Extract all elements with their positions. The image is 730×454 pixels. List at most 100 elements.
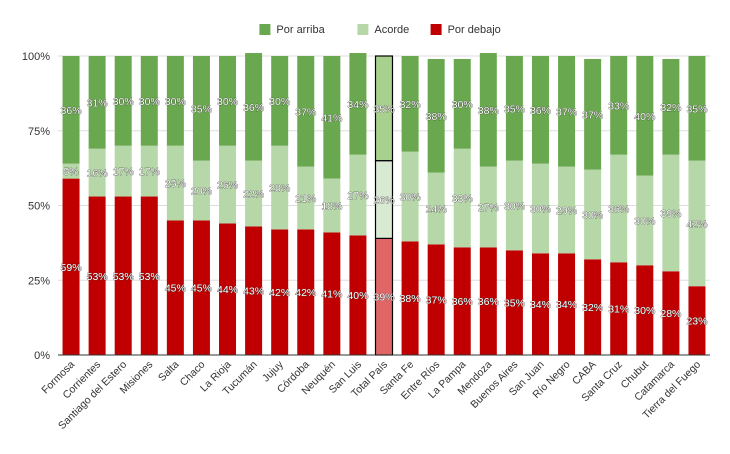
bar-segment-por-debajo (323, 232, 341, 355)
legend-swatch-por-debajo (430, 24, 442, 35)
bar-segment-acorde (531, 163, 549, 254)
data-label: 34% (556, 299, 577, 311)
bar-segment-acorde (610, 154, 628, 263)
bar-segment-acorde (323, 178, 341, 233)
data-label: 39% (373, 292, 394, 304)
data-label: 35% (504, 298, 525, 310)
data-label: 30% (452, 99, 473, 111)
bars (62, 53, 706, 356)
data-label: 42% (686, 218, 707, 230)
data-label: 30% (165, 96, 186, 108)
data-label: 20% (191, 186, 212, 198)
bar-segment-por-arriba (88, 56, 106, 149)
bar-segment-por-debajo (349, 235, 367, 355)
bar-segment-por-arriba (610, 56, 628, 155)
data-label: 36% (243, 102, 264, 114)
bar-segment-acorde (453, 148, 471, 248)
data-label: 38% (426, 111, 447, 123)
bar-segment-por-debajo (114, 196, 132, 355)
data-label: 33% (452, 193, 473, 205)
bar-segment-acorde (349, 154, 367, 236)
bar-segment-por-arriba (688, 56, 706, 161)
bar-segment-por-debajo (479, 247, 497, 355)
data-label: 36% (608, 203, 629, 215)
legend-swatch-por-arriba (259, 24, 271, 35)
data-label: 31% (608, 304, 629, 316)
bar-segment-por-arriba (584, 58, 602, 170)
data-label: 17% (139, 166, 160, 178)
bar-segment-acorde (558, 166, 576, 254)
bar-segment-por-debajo (271, 229, 289, 355)
data-label: 41% (321, 289, 342, 301)
legend-item-acorde: Acorde (357, 24, 409, 36)
bar-segment-por-debajo (427, 244, 445, 355)
bar-segment-acorde (114, 145, 132, 197)
data-label: 26% (373, 195, 394, 207)
data-label: 32% (400, 99, 421, 111)
data-label: 16% (87, 168, 108, 180)
data-label: 5% (63, 166, 78, 178)
bar-segment-por-arriba (140, 56, 158, 146)
bar-segment-por-arriba (453, 58, 471, 149)
data-label: 53% (139, 271, 160, 283)
y-tick-label: 50% (28, 201, 50, 213)
bar-segment-acorde (245, 160, 263, 227)
bar-segment-por-debajo (88, 196, 106, 355)
bar-segment-por-arriba (505, 56, 523, 161)
legend-label-acorde: Acorde (374, 24, 409, 36)
bar-segment-por-debajo (558, 253, 576, 355)
bar-segment-acorde (427, 172, 445, 245)
bar-segment-por-arriba (374, 55, 394, 162)
data-label: 35% (373, 103, 394, 115)
data-label: 43% (243, 286, 264, 298)
data-label: 17% (113, 166, 134, 178)
data-label: 31% (87, 97, 108, 109)
legend-label-por-debajo: Por debajo (448, 24, 501, 36)
data-label: 30% (113, 96, 134, 108)
bar-segment-acorde (271, 145, 289, 230)
bar-segment-acorde (636, 175, 654, 266)
data-label: 40% (634, 111, 655, 123)
data-label: 34% (530, 299, 551, 311)
bar-segment-por-arriba (349, 53, 367, 155)
bar-segment-por-debajo (688, 286, 706, 355)
bar-segment-por-arriba (271, 56, 289, 146)
bar-segment-por-arriba (636, 56, 654, 176)
data-label: 30% (530, 203, 551, 215)
bar-segment-por-arriba (558, 56, 576, 167)
bar-segment-por-debajo (610, 262, 628, 355)
data-label: 29% (556, 205, 577, 217)
data-label: 30% (634, 215, 655, 227)
bar-segment-por-debajo (584, 259, 602, 355)
bar-segment-por-arriba (662, 58, 680, 155)
bar-segment-acorde (688, 160, 706, 287)
data-label: 28% (660, 308, 681, 320)
data-label: 41% (321, 112, 342, 124)
data-label: 27% (478, 202, 499, 214)
bar-segment-acorde (219, 145, 237, 224)
data-label: 36% (452, 296, 473, 308)
data-labels: 59% 5% 36% 53% 16% 31% 53% 17% 30% 53% 17% 30% 45% 25… (60, 96, 708, 328)
bar-segment-por-arriba (114, 56, 132, 146)
data-label: 37% (426, 295, 447, 307)
data-label: 18% (321, 201, 342, 213)
data-label: 30% (217, 96, 238, 108)
y-tick-label: 100% (22, 51, 50, 63)
legend-label-por-arriba: Por arriba (276, 24, 325, 36)
bar-segment-acorde (62, 163, 80, 179)
data-label: 30% (400, 192, 421, 204)
data-label: 27% (347, 190, 368, 202)
data-label: 53% (87, 271, 108, 283)
data-label: 37% (556, 106, 577, 118)
bar-segment-por-arriba (297, 56, 315, 167)
data-label: 36% (478, 296, 499, 308)
legend-item-por-debajo: Por debajo (430, 24, 501, 36)
bar-segment-por-debajo (531, 253, 549, 355)
bar-segment-por-arriba (401, 56, 419, 152)
data-label: 44% (217, 284, 238, 296)
legend-item-por-arriba: Por arriba (259, 24, 326, 36)
data-label: 45% (165, 283, 186, 295)
data-label: 39% (660, 208, 681, 220)
